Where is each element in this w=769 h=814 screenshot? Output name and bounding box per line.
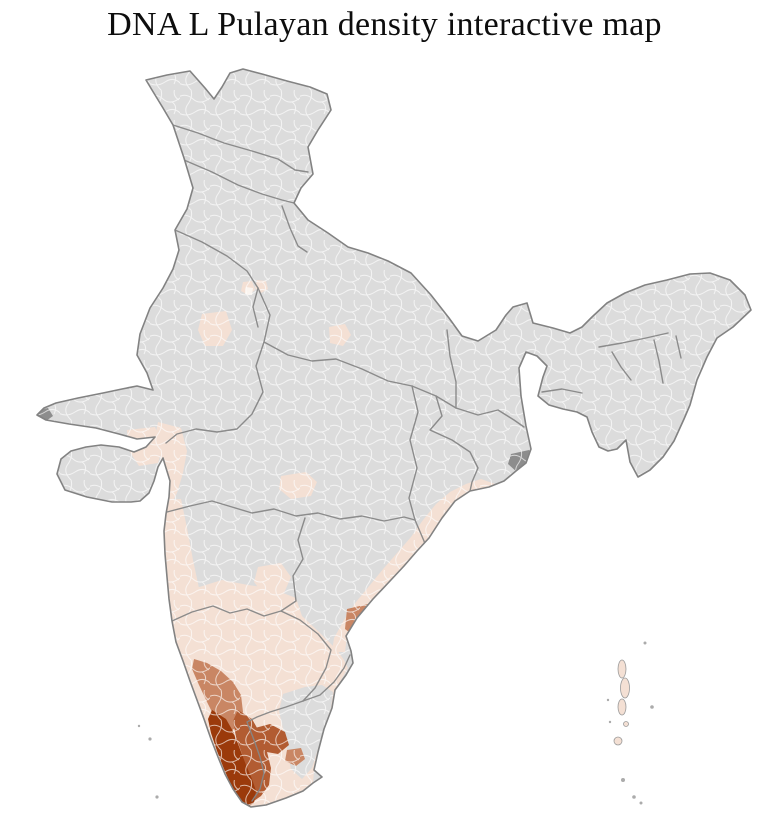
region-andaman-islands[interactable]	[613, 659, 630, 746]
state-borders	[165, 124, 682, 802]
district-mesh-overlay	[37, 69, 751, 807]
minor-islands[interactable]	[137, 641, 654, 805]
